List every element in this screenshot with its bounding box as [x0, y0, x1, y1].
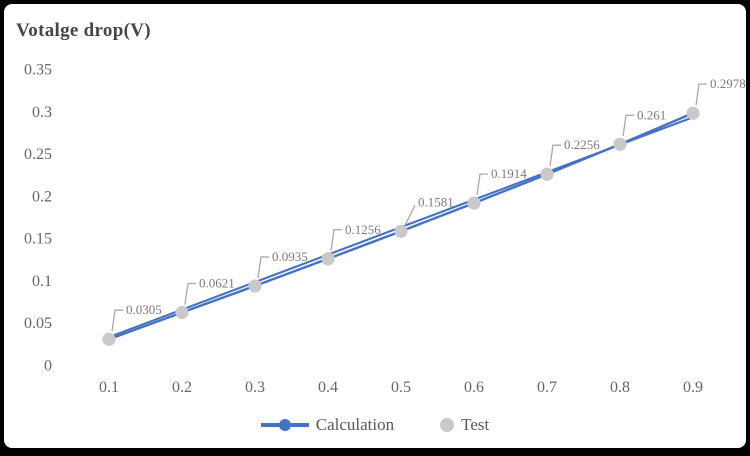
x-tick-label: 0.6 [464, 379, 484, 396]
chart-legend: Calculation Test [4, 409, 746, 441]
test-dot-marker-icon [440, 418, 454, 432]
x-tick-label: 0.1 [99, 379, 119, 396]
x-tick-label: 0.2 [172, 379, 192, 396]
x-tick-label: 0.7 [537, 379, 557, 396]
y-tick-label: 0.15 [24, 231, 52, 248]
data-label: 0.1581 [418, 194, 454, 209]
legend-label-test: Test [461, 415, 489, 435]
data-label-leader-line [696, 84, 707, 105]
test-point [394, 225, 407, 238]
data-label-leader-line [550, 145, 561, 166]
y-tick-label: 0.2 [32, 188, 52, 205]
chart-plot-area: 0.0305 0.0621 0.0935 0.1256 0.1581 0.1914 0.22… [4, 4, 750, 456]
data-label: 0.0621 [199, 275, 235, 290]
data-label: 0.2256 [564, 137, 600, 152]
test-point [686, 107, 699, 120]
data-label: 0.0935 [272, 249, 308, 264]
y-tick-label: 0.3 [32, 104, 52, 121]
x-tick-label: 0.8 [610, 379, 630, 396]
x-tick-label: 0.5 [391, 379, 411, 396]
calculation-line-marker-icon [261, 418, 309, 432]
y-tick-label: 0.35 [24, 62, 52, 79]
y-tick-label: 0.1 [32, 273, 52, 290]
data-label: 0.261 [637, 107, 666, 122]
legend-item-test: Test [440, 415, 489, 435]
data-label-leader-line [185, 283, 196, 304]
test-point [321, 252, 334, 265]
test-point [248, 279, 261, 292]
x-tick-label: 0.9 [683, 379, 703, 396]
data-label-leader-line [331, 230, 342, 251]
data-label: 0.2978 [710, 76, 746, 91]
y-tick-label: 0.05 [24, 315, 52, 332]
data-label: 0.1914 [491, 166, 527, 181]
data-label-leader-line [112, 310, 123, 331]
data-label-leader-line [623, 115, 634, 136]
x-tick-label: 0.3 [245, 379, 265, 396]
legend-item-calculation: Calculation [261, 415, 394, 435]
data-label: 0.0305 [126, 302, 162, 317]
y-tick-label: 0 [44, 358, 52, 375]
data-label-leader-line [477, 174, 488, 195]
data-label-leader-line [258, 257, 269, 278]
y-tick-label: 0.25 [24, 146, 52, 163]
test-point [102, 333, 115, 346]
legend-label-calculation: Calculation [316, 415, 394, 435]
data-label: 0.1256 [345, 222, 381, 237]
x-tick-label: 0.4 [318, 379, 338, 396]
test-point [613, 138, 626, 151]
test-point [540, 168, 553, 181]
test-point [175, 306, 188, 319]
test-point [467, 197, 480, 210]
